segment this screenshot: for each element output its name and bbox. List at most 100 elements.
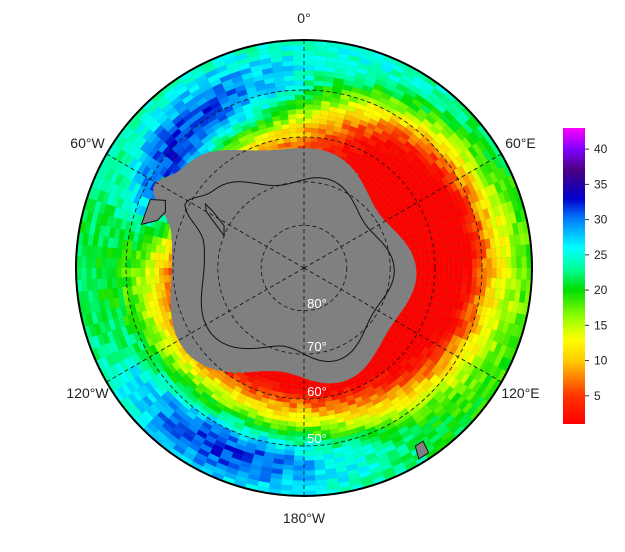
field-cell <box>128 366 139 379</box>
field-cell <box>185 427 197 438</box>
field-cell <box>213 466 226 476</box>
field-cell <box>150 275 156 285</box>
field-cell <box>371 88 383 97</box>
field-cell <box>281 55 294 62</box>
field-cell <box>146 284 152 293</box>
field-cell <box>244 380 253 388</box>
field-cell <box>413 350 422 360</box>
field-cell <box>88 199 97 212</box>
field-cell <box>462 302 469 312</box>
field-cell <box>155 244 161 253</box>
field-cell <box>494 288 501 299</box>
field-cell <box>414 285 420 293</box>
field-cell <box>292 55 304 61</box>
field-cell <box>179 454 193 466</box>
field-cell <box>304 422 313 427</box>
field-cell <box>419 214 427 223</box>
field-cell <box>217 457 230 467</box>
field-cell <box>398 78 411 89</box>
field-cell <box>304 408 312 413</box>
field-cell <box>167 326 175 336</box>
field-cell <box>116 197 125 209</box>
field-cell <box>404 313 412 322</box>
field-cell <box>416 374 426 384</box>
field-cell <box>215 417 226 427</box>
field-cell <box>260 466 273 473</box>
field-cell <box>458 125 470 138</box>
field-cell <box>341 123 351 131</box>
field-cell <box>324 396 333 402</box>
field-cell <box>428 414 440 426</box>
field-cell <box>94 223 101 236</box>
field-cell <box>121 258 127 268</box>
field-cell <box>423 358 433 368</box>
field-cell <box>190 461 203 472</box>
field-cell <box>390 396 401 406</box>
field-cell <box>380 113 391 123</box>
field-cell <box>311 416 321 422</box>
field-cell <box>267 399 276 406</box>
field-cell <box>110 308 118 320</box>
field-cell <box>432 318 440 327</box>
field-cell <box>132 213 140 224</box>
field-cell <box>447 121 459 133</box>
field-cell <box>185 142 195 153</box>
field-cell <box>388 324 395 332</box>
field-cell <box>296 408 304 413</box>
field-cell <box>504 311 512 323</box>
field-cell <box>398 180 406 189</box>
field-cell <box>265 446 276 454</box>
field-cell <box>336 58 349 65</box>
field-cell <box>167 162 177 172</box>
field-cell <box>347 149 356 157</box>
field-cell <box>408 102 421 113</box>
field-cell <box>120 219 128 230</box>
field-cell <box>147 235 154 244</box>
field-cell <box>439 383 450 394</box>
field-cell <box>244 446 256 454</box>
field-cell <box>486 146 497 160</box>
field-cell <box>167 91 179 103</box>
field-cell <box>397 367 407 376</box>
field-cell <box>457 328 466 339</box>
field-cell <box>419 403 430 414</box>
field-cell <box>429 124 441 136</box>
field-cell <box>311 412 320 418</box>
field-cell <box>249 60 261 68</box>
field-cell <box>132 134 143 146</box>
field-cell <box>411 410 423 420</box>
field-cell <box>386 218 393 225</box>
field-cell <box>389 159 398 168</box>
field-cell <box>252 105 262 113</box>
field-cell <box>413 224 420 232</box>
field-cell <box>443 298 451 307</box>
field-cell <box>293 455 304 461</box>
field-cell <box>415 70 429 82</box>
field-cell <box>128 169 138 181</box>
field-cell <box>391 209 398 216</box>
field-cell <box>431 364 441 374</box>
field-cell <box>362 397 372 405</box>
field-cell <box>279 415 289 422</box>
field-cell <box>413 142 423 153</box>
field-cell <box>421 189 430 198</box>
field-cell <box>436 238 443 247</box>
field-cell <box>471 249 477 260</box>
field-cell <box>151 433 164 446</box>
field-cell <box>225 142 234 151</box>
field-cell <box>462 250 468 260</box>
colorbar-tick-label: 30 <box>594 213 608 227</box>
field-cell <box>207 113 218 123</box>
field-cell <box>423 287 429 295</box>
field-cell <box>481 268 487 278</box>
field-cell <box>134 417 147 430</box>
field-cell <box>314 459 325 466</box>
field-cell <box>352 391 361 399</box>
field-cell <box>418 365 428 375</box>
field-cell <box>437 347 446 358</box>
field-cell <box>160 441 173 453</box>
field-cell <box>130 323 138 334</box>
field-cell <box>178 346 187 356</box>
field-cell <box>247 473 260 481</box>
field-cell <box>421 197 429 207</box>
